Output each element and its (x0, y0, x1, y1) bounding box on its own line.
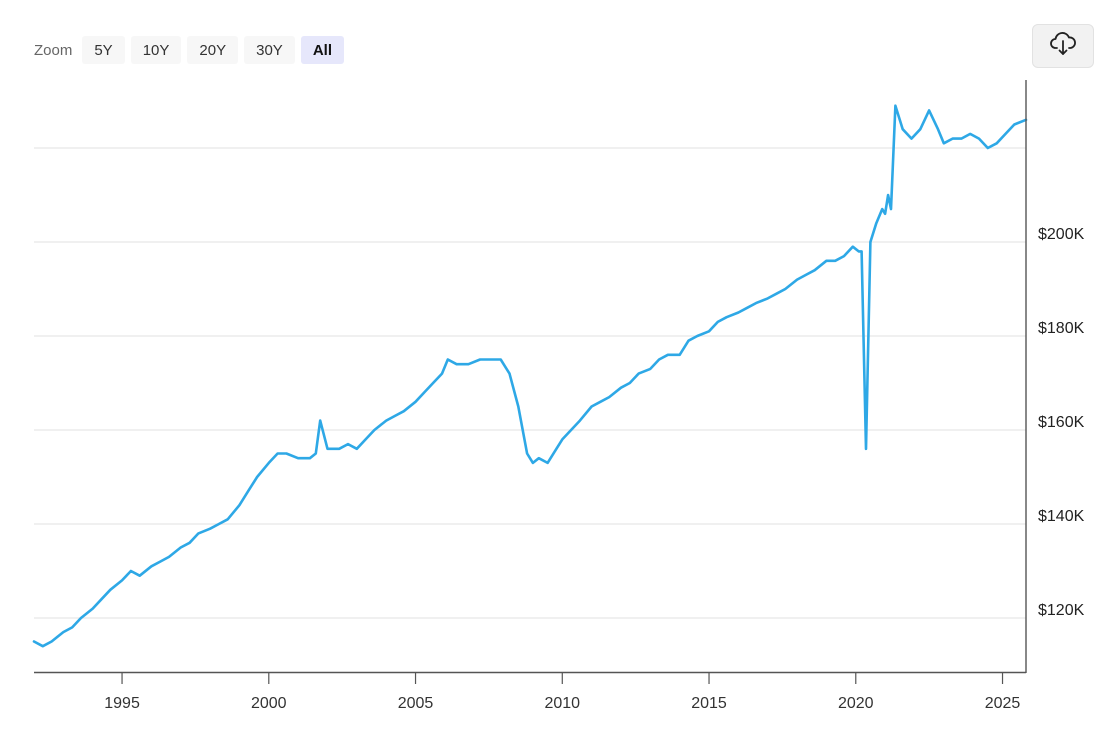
x-tick-label: 2000 (251, 695, 287, 712)
y-tick-label: $180K (1038, 320, 1085, 337)
y-tick-label: $120K (1038, 602, 1085, 619)
x-tick-label: 2015 (691, 695, 727, 712)
x-axis-labels: 1995 2000 2005 2010 2015 2020 2025 (104, 672, 1020, 712)
y-tick-label: $200K (1038, 226, 1085, 243)
y-tick-label: $140K (1038, 508, 1085, 525)
zoom-10y-button[interactable]: 10Y (130, 36, 182, 64)
series-line[interactable] (32, 104, 1028, 648)
x-tick-label: 2020 (838, 695, 874, 712)
download-button[interactable] (1032, 24, 1094, 68)
zoom-range-selector: Zoom 5Y 10Y 20Y 30Y All (34, 36, 344, 64)
x-tick-label: 2010 (544, 695, 580, 712)
zoom-20y-button[interactable]: 20Y (187, 36, 239, 64)
zoom-all-button[interactable]: All (300, 36, 344, 64)
zoom-label: Zoom (34, 41, 73, 59)
x-tick-label: 2005 (398, 695, 434, 712)
zoom-30y-button[interactable]: 30Y (244, 36, 295, 64)
gridlines (34, 147, 1026, 619)
zoom-5y-button[interactable]: 5Y (82, 36, 125, 64)
cloud-download-icon (1049, 31, 1077, 62)
y-tick-label: $160K (1038, 414, 1085, 431)
x-tick-label: 2025 (985, 695, 1021, 712)
x-tick-label: 1995 (104, 695, 140, 712)
y-axis-labels: $120K $140K $160K $180K $200K (1038, 226, 1085, 619)
